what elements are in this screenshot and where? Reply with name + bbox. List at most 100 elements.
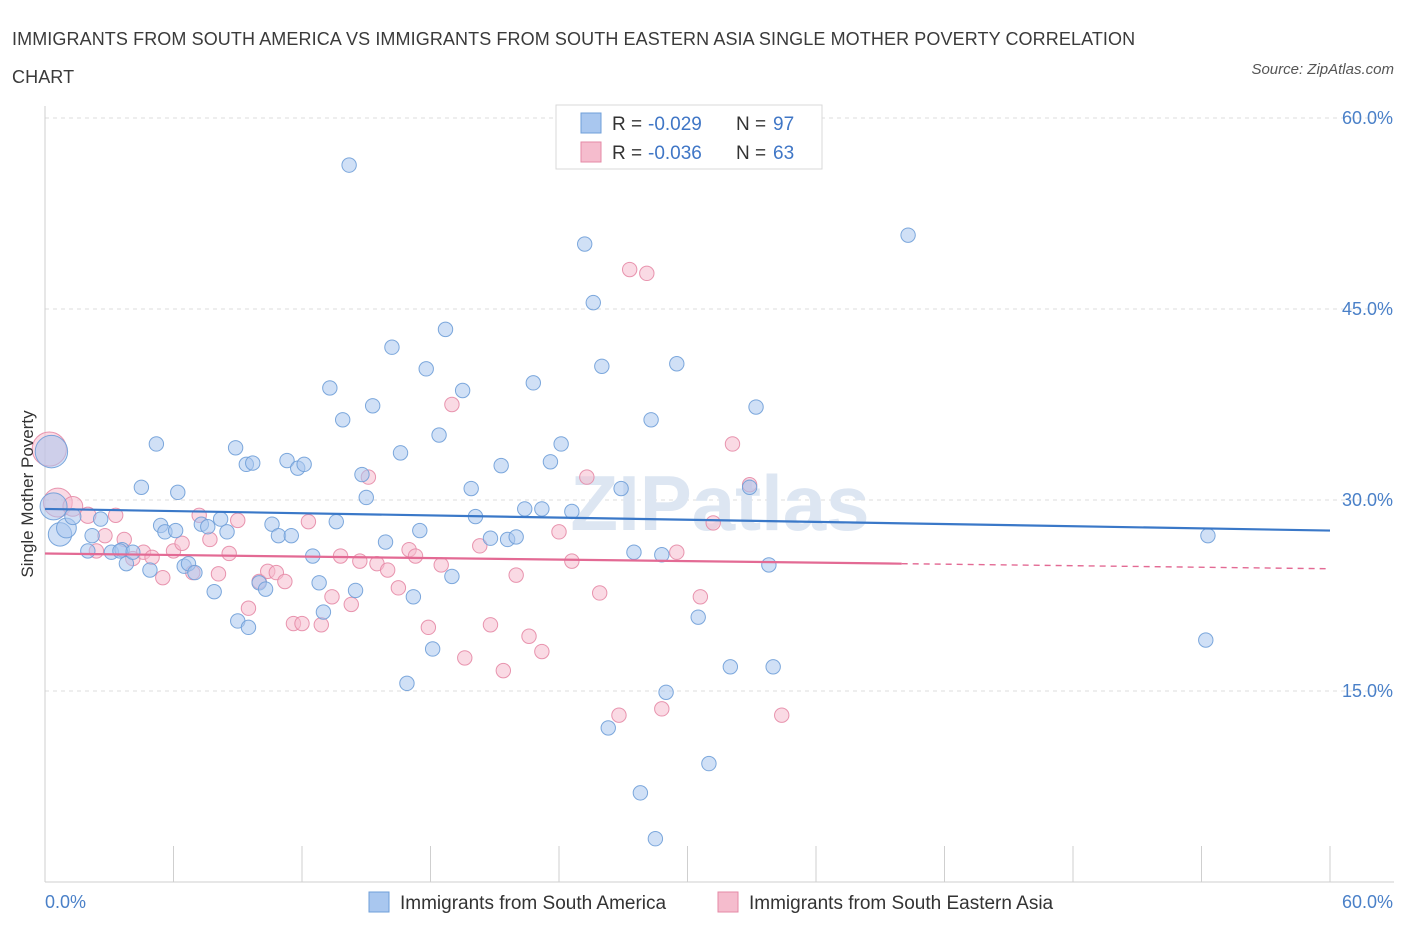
point-blue-64 [482, 530, 499, 546]
point-blue-32 [257, 581, 274, 597]
point-blue-49 [364, 398, 381, 414]
legend-bottom-swatch-pink [717, 891, 739, 913]
point-pink-45 [495, 662, 512, 679]
point-blue-7 [92, 511, 109, 527]
point-blue-69 [525, 375, 541, 391]
point-pink-20 [240, 600, 257, 616]
point-blue-94 [1198, 632, 1214, 648]
point-blue-62 [463, 480, 479, 497]
point-blue-26 [219, 524, 235, 540]
point-blue-59 [437, 321, 454, 338]
point-blue-48 [358, 489, 374, 506]
point-blue-5 [84, 527, 100, 544]
point-blue-81 [643, 412, 659, 428]
point-pink-6 [107, 507, 124, 523]
point-blue-36 [283, 527, 299, 544]
axes [44, 106, 1394, 883]
point-blue-92 [900, 227, 916, 243]
y-tick-label-2: 45.0% [1342, 299, 1393, 319]
legend-r-label: R = [612, 114, 642, 135]
legend-bottom-label-blue: Immigrants from South America [400, 893, 667, 914]
point-pink-42 [457, 650, 473, 666]
y-axis-label: Single Mother Poverty [18, 410, 37, 578]
point-blue-0 [34, 434, 69, 469]
point-blue-65 [493, 457, 509, 474]
point-pink-49 [551, 524, 567, 540]
point-blue-14 [148, 436, 165, 452]
point-blue-11 [125, 544, 141, 560]
point-pink-47 [521, 628, 537, 644]
point-blue-40 [311, 575, 327, 591]
point-pink-56 [654, 701, 670, 717]
point-pink-54 [621, 261, 638, 278]
point-pink-39 [420, 619, 437, 636]
trend-line-pink-extension [901, 562, 1331, 570]
trend-lines [44, 507, 1331, 570]
point-pink-29 [324, 589, 340, 605]
point-blue-53 [399, 675, 415, 692]
point-pink-36 [390, 580, 407, 596]
point-blue-27 [227, 440, 244, 456]
legend-r-value: -0.036 [648, 143, 702, 164]
point-blue-55 [412, 522, 428, 539]
point-pink-50 [564, 553, 580, 569]
legend-r-label: R = [612, 143, 642, 164]
point-pink-55 [639, 265, 655, 282]
point-blue-13 [142, 562, 158, 578]
point-pink-10 [144, 549, 160, 565]
legend-n-value: 97 [773, 114, 794, 135]
point-blue-57 [424, 641, 441, 657]
point-blue-25 [212, 511, 229, 527]
watermark: ZIPatlas [570, 459, 869, 547]
point-pink-5 [97, 527, 113, 544]
point-blue-97 [112, 543, 128, 559]
point-blue-91 [765, 659, 781, 675]
point-pink-59 [705, 515, 721, 531]
x-tick-label-min: 0.0% [45, 892, 86, 912]
point-pink-18 [221, 545, 237, 562]
point-pink-53 [611, 707, 627, 723]
legend-n-value: 63 [773, 143, 794, 164]
point-blue-44 [334, 412, 351, 428]
chart-title: IMMIGRANTS FROM SOUTH AMERICA VS IMMIGRA… [12, 29, 1136, 87]
y-tick-label-1: 30.0% [1342, 490, 1393, 510]
point-pink-44 [482, 617, 499, 633]
point-blue-74 [577, 236, 593, 252]
point-blue-77 [600, 720, 616, 736]
point-blue-42 [322, 380, 338, 396]
point-blue-18 [170, 484, 186, 501]
point-blue-67 [508, 529, 524, 545]
point-blue-72 [553, 436, 569, 452]
legend-top: R = -0.029 N = 97 R = -0.036 N = 63 [555, 104, 823, 170]
x-tick-label-max: 60.0% [1342, 892, 1393, 912]
point-blue-45 [341, 157, 357, 173]
point-blue-47 [354, 466, 370, 483]
point-blue-90 [761, 557, 777, 573]
point-blue-43 [328, 513, 344, 530]
point-blue-80 [632, 785, 649, 801]
point-blue-54 [405, 589, 422, 605]
series-blue-points [34, 157, 1216, 847]
point-pink-41 [444, 396, 460, 413]
point-blue-33 [264, 516, 280, 532]
point-blue-85 [690, 609, 706, 625]
y-tick-label-3: 60.0% [1342, 108, 1393, 128]
point-blue-70 [534, 501, 550, 517]
point-blue-23 [200, 519, 216, 535]
point-blue-83 [658, 684, 674, 700]
point-blue-24 [206, 583, 222, 600]
point-blue-38 [296, 456, 312, 473]
point-blue-84 [669, 356, 685, 372]
point-blue-87 [722, 659, 739, 675]
source-credit: Source: ZipAtlas.com [1251, 61, 1394, 78]
point-blue-79 [626, 544, 642, 560]
point-pink-40 [433, 557, 449, 573]
point-blue-75 [585, 294, 601, 311]
point-pink-46 [508, 567, 524, 583]
point-pink-48 [534, 643, 550, 660]
legend-swatch-pink [580, 141, 602, 163]
point-pink-35 [379, 562, 396, 578]
legend-bottom: Immigrants from South America Immigrants… [368, 891, 1054, 914]
point-blue-50 [377, 534, 394, 550]
